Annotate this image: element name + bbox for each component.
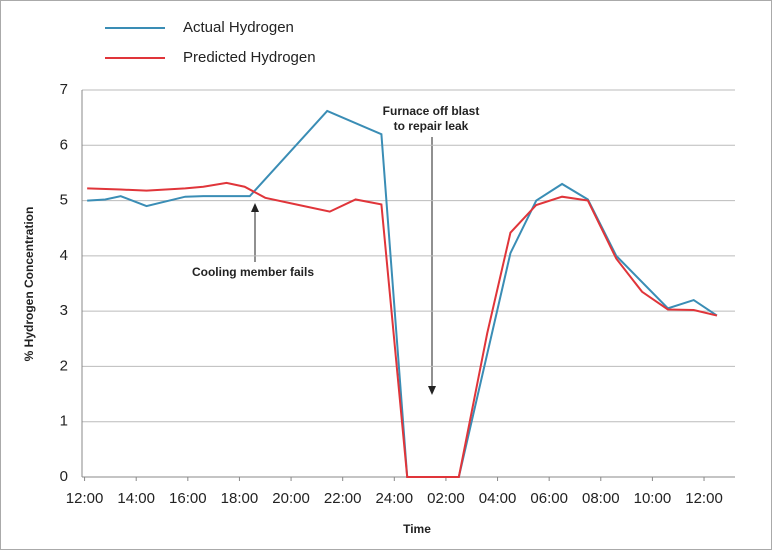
- x-axis-label: Time: [403, 522, 431, 536]
- x-tick-label: 18:00: [221, 490, 259, 507]
- x-tick-label: 04:00: [479, 490, 517, 507]
- x-tick-label: 16:00: [169, 490, 207, 507]
- arrowhead: [251, 203, 259, 212]
- legend-label: Predicted Hydrogen: [183, 49, 316, 66]
- legend-label: Actual Hydrogen: [183, 19, 294, 36]
- x-tick-label: 20:00: [272, 490, 310, 507]
- x-tick-label: 12:00: [685, 490, 723, 507]
- x-tick-label: 14:00: [117, 490, 155, 507]
- y-tick-label: 0: [60, 468, 68, 485]
- y-tick-label: 7: [60, 81, 68, 98]
- y-tick-label: 1: [60, 413, 68, 430]
- annotation: Furnace off blast: [383, 104, 480, 118]
- x-tick-label: 02:00: [427, 490, 465, 507]
- arrowhead: [428, 386, 436, 395]
- annotation: Cooling member fails: [192, 265, 314, 279]
- annotation: to repair leak: [394, 119, 469, 133]
- y-tick-label: 4: [60, 247, 68, 264]
- x-tick-label: 06:00: [530, 490, 568, 507]
- y-tick-label: 5: [60, 192, 68, 209]
- x-tick-label: 10:00: [634, 490, 672, 507]
- y-tick-label: 2: [60, 357, 68, 374]
- x-tick-label: 22:00: [324, 490, 362, 507]
- x-tick-label: 24:00: [376, 490, 414, 507]
- data-line: [87, 181, 718, 478]
- y-tick-label: 3: [60, 302, 68, 319]
- y-axis-label: % Hydrogen Concentration: [22, 207, 36, 362]
- x-tick-label: 12:00: [66, 490, 104, 507]
- y-tick-label: 6: [60, 136, 68, 153]
- x-tick-label: 08:00: [582, 490, 620, 507]
